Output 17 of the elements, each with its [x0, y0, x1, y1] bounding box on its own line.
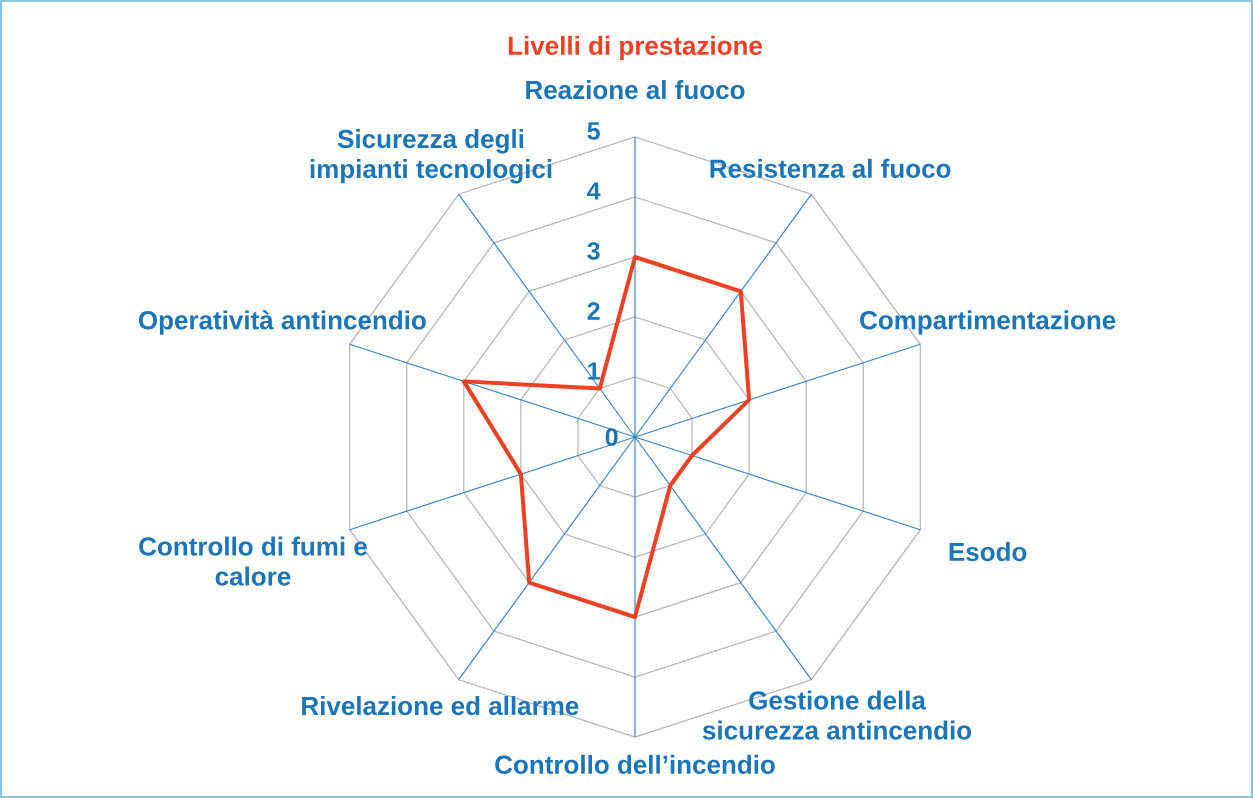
spoke-label: Compartimentazione	[860, 310, 1116, 335]
spoke-label: Controllo dell’incendio	[495, 754, 775, 774]
spoke-label: Reazione al fuoco	[526, 80, 745, 100]
y-tick-label: 5	[587, 122, 600, 140]
spoke-label: Gestione della sicurezza antincendio	[702, 690, 972, 740]
y-tick-label: 4	[587, 182, 601, 200]
y-tick-label: 2	[587, 302, 600, 320]
y-tick-label: 3	[587, 242, 600, 260]
spoke-label: Esodo	[949, 542, 1027, 562]
spoke-label: Controllo di fumi e calore	[139, 536, 367, 586]
y-tick-label: 1	[588, 362, 600, 380]
y-tick-label: 0	[605, 428, 618, 446]
spoke-label: Resistenza al fuoco	[710, 158, 951, 178]
chart-title: Livelli di prestazione	[508, 35, 762, 61]
spoke-label: Operatività antincendio	[138, 310, 426, 335]
spoke-label: Rivelazione ed allarme	[302, 696, 579, 716]
spoke-label: Sicurezza degli impianti tecnologici	[310, 129, 552, 184]
